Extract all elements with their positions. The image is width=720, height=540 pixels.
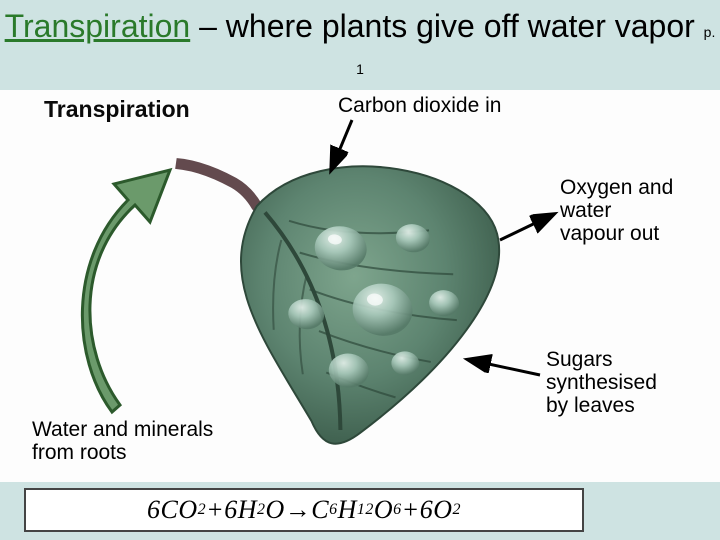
f-s3c: 6	[393, 501, 402, 519]
f-c1: 6	[147, 495, 161, 525]
f-s1: 2	[198, 501, 207, 519]
f-m3c: O	[374, 495, 393, 525]
f-m2b: O	[265, 495, 284, 525]
arrows-overlay	[0, 90, 720, 482]
f-arrow: →	[285, 495, 312, 525]
f-plus1: +	[206, 495, 224, 525]
f-m3: C	[311, 495, 329, 525]
f-plus2: +	[402, 495, 420, 525]
title-keyword: Transpiration	[5, 8, 191, 44]
f-m2: H	[238, 495, 257, 525]
photosynthesis-formula: 6CO2 + 6H2O → C6H12O6 + 6O2	[24, 488, 584, 532]
formula-strip: 6CO2 + 6H2O → C6H12O6 + 6O2	[0, 482, 720, 540]
diagram-area: Transpiration	[0, 90, 720, 482]
f-c4: 6	[420, 495, 434, 525]
f-s4: 2	[452, 501, 461, 519]
page-title: Transpiration – where plants give off wa…	[0, 8, 720, 82]
f-s3a: 6	[329, 501, 338, 519]
title-rest: – where plants give off water vapor	[190, 8, 703, 44]
f-c2: 6	[224, 495, 238, 525]
f-m3b: H	[338, 495, 357, 525]
f-m4: O	[433, 495, 452, 525]
f-s2a: 2	[257, 501, 266, 519]
f-m1: CO	[161, 495, 198, 525]
f-s3b: 12	[357, 501, 374, 519]
